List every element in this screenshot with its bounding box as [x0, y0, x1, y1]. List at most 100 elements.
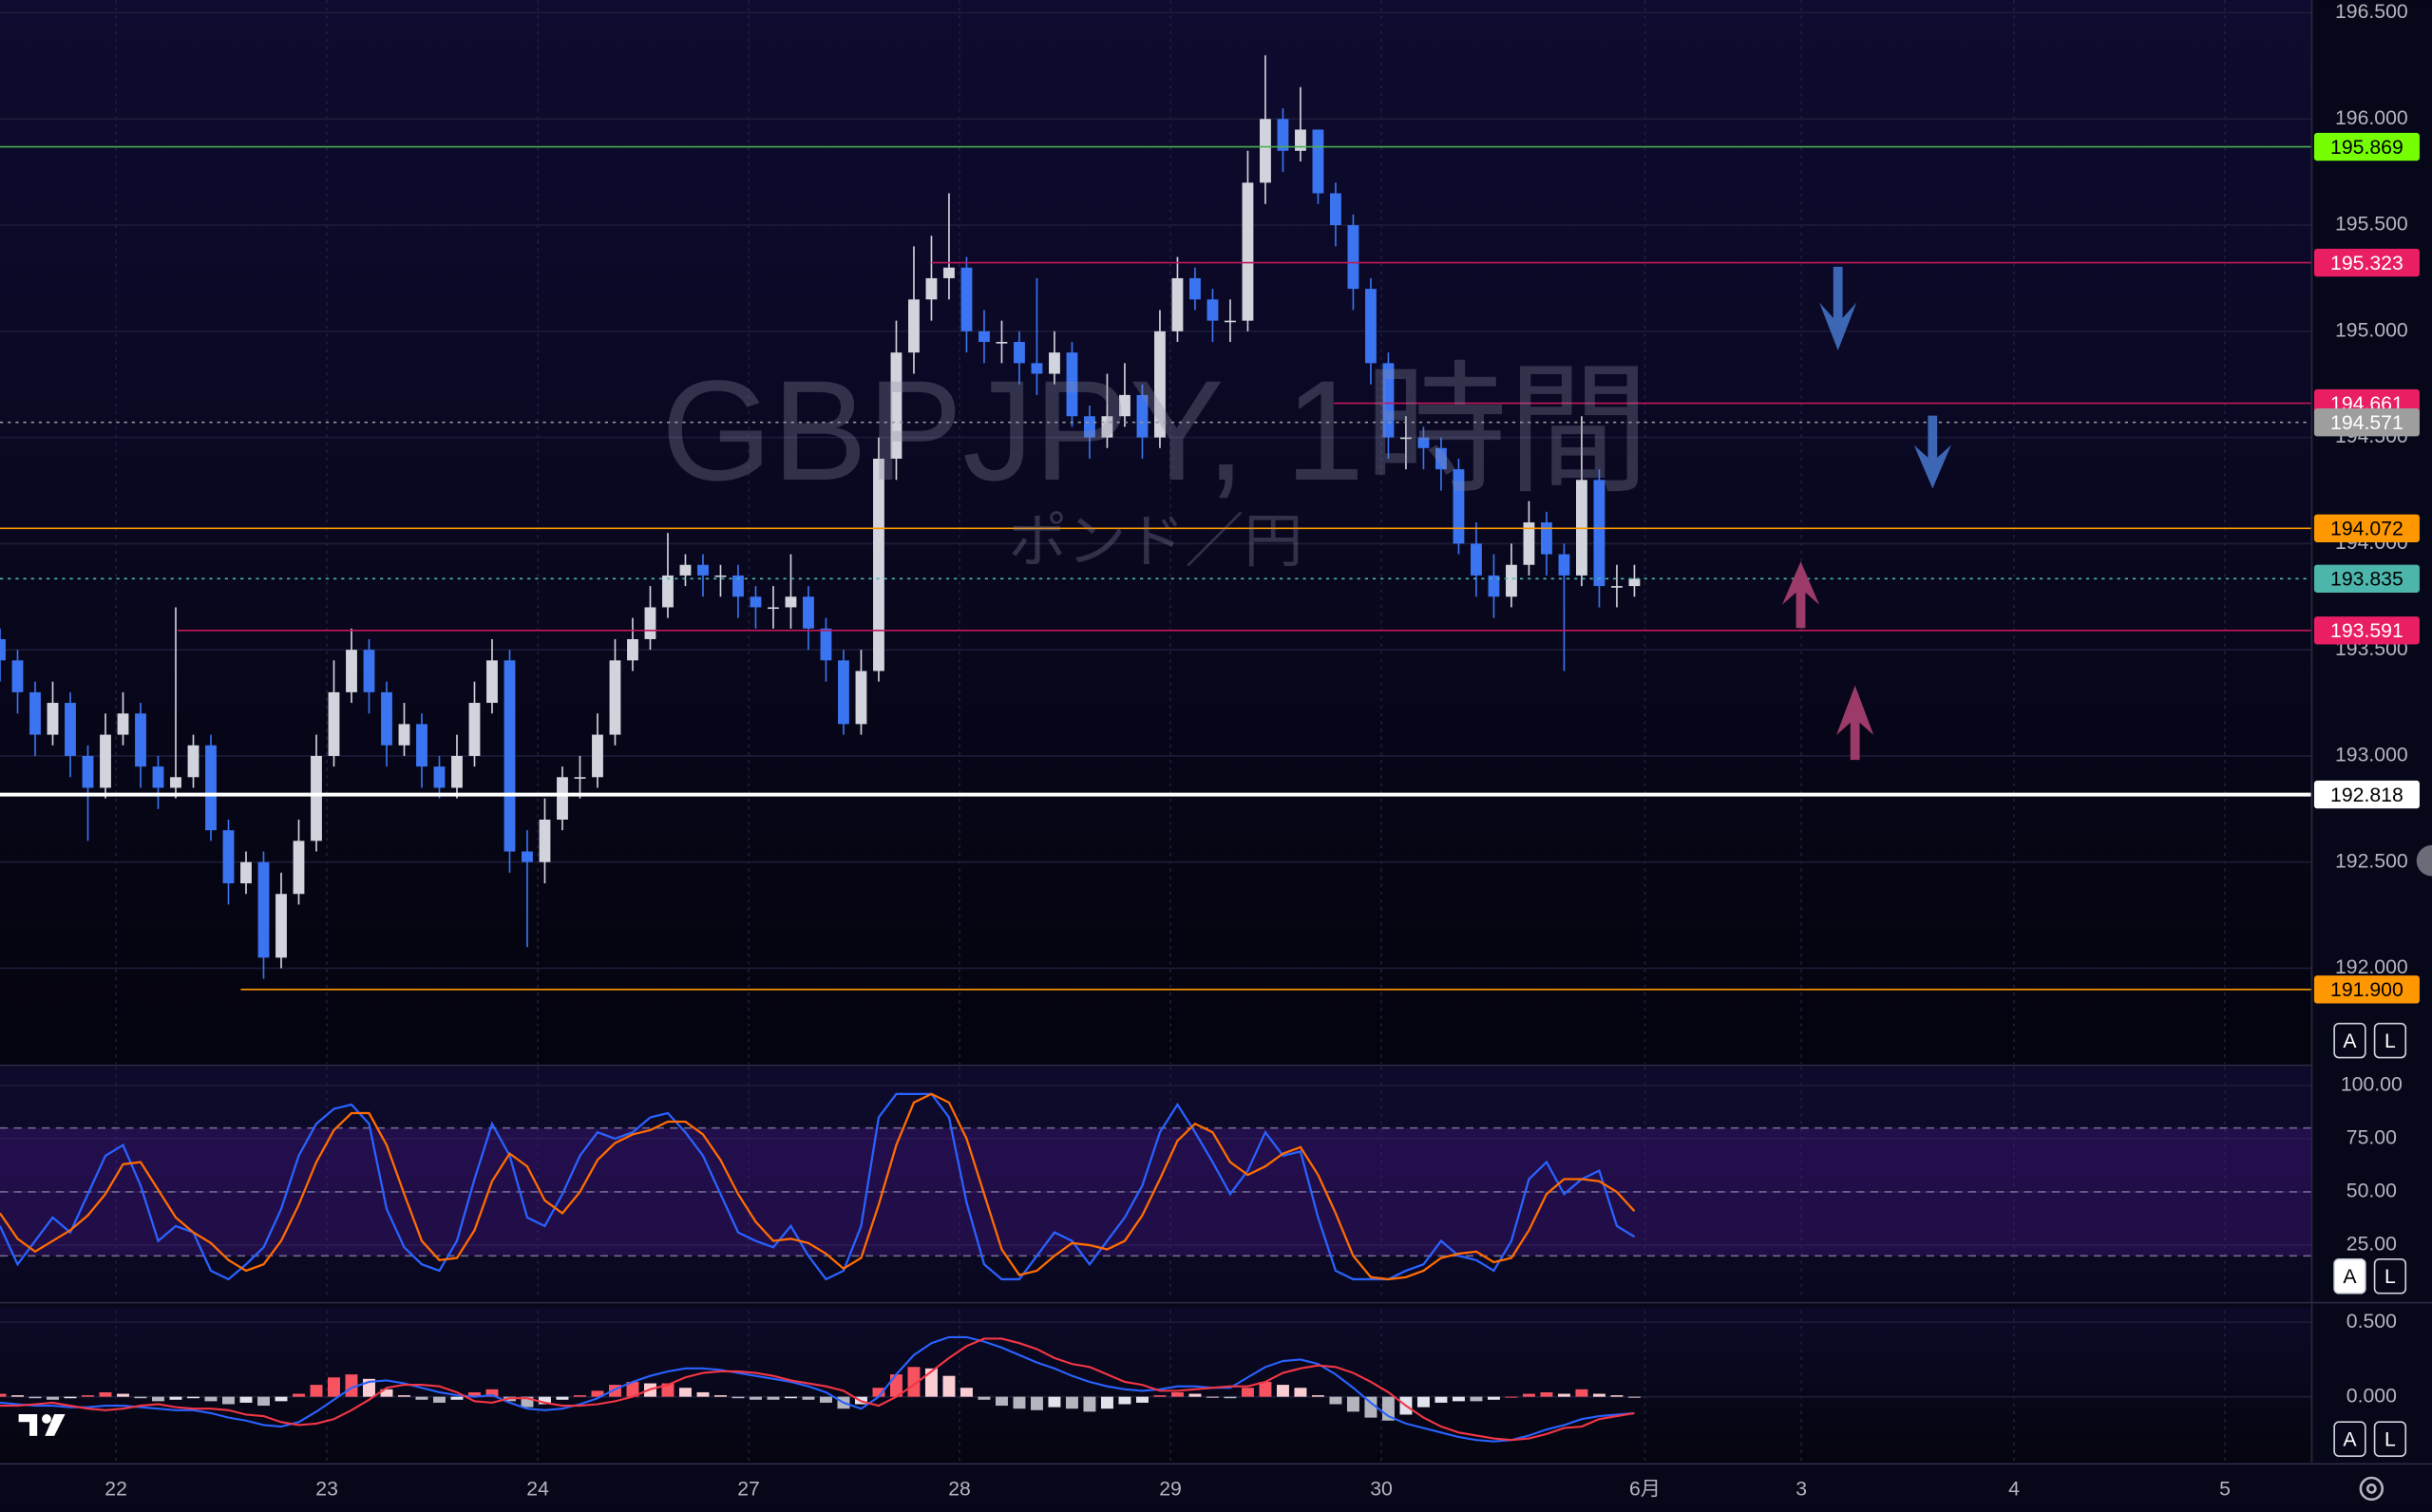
- scale-button-label[interactable]: L: [2384, 1030, 2396, 1052]
- candle-body: [451, 755, 463, 788]
- histogram-bar: [1153, 1395, 1167, 1397]
- candle-body: [574, 777, 586, 779]
- candle-body: [504, 660, 516, 852]
- x-tick-label: 30: [1370, 1479, 1393, 1501]
- histogram-bar: [380, 1389, 393, 1397]
- histogram-bar: [99, 1391, 112, 1397]
- candle-body: [838, 660, 849, 725]
- histogram-bar: [134, 1396, 147, 1399]
- x-tick-label: 5: [2219, 1479, 2231, 1501]
- scale-button-label[interactable]: A: [2343, 1428, 2357, 1450]
- price-level-tag: [2313, 514, 2420, 542]
- y-tick-label: 75.00: [2346, 1127, 2397, 1149]
- scale-button[interactable]: [2333, 1421, 2366, 1457]
- indicator-line: [0, 1092, 1636, 1281]
- candle-body: [978, 331, 990, 343]
- histogram-bar: [1048, 1396, 1061, 1408]
- y-tick-label: 192.500: [2335, 850, 2408, 872]
- candle-body: [1154, 331, 1166, 438]
- histogram-bar: [1241, 1388, 1254, 1397]
- candle-body: [433, 766, 446, 788]
- histogram-bar: [626, 1381, 639, 1397]
- scroll-handle[interactable]: [2416, 844, 2432, 877]
- scale-button[interactable]: [2373, 1257, 2407, 1295]
- histogram-bar: [1505, 1396, 1518, 1398]
- candle-body: [135, 713, 146, 767]
- histogram-bar: [222, 1396, 235, 1405]
- candle-body: [1435, 447, 1447, 470]
- scale-button-label[interactable]: L: [2384, 1266, 2396, 1288]
- histogram-bar: [28, 1396, 42, 1399]
- candle-body: [539, 819, 551, 862]
- candle-body: [117, 713, 129, 735]
- histogram-bar: [819, 1396, 832, 1403]
- histogram-bar: [732, 1396, 745, 1399]
- band: [0, 1127, 2311, 1257]
- candle-body: [1541, 522, 1552, 555]
- candle-body: [65, 703, 76, 756]
- scale-button[interactable]: [2373, 1421, 2407, 1457]
- histogram-bar: [924, 1368, 938, 1397]
- candle-body: [11, 660, 24, 692]
- price-level-tag: [2313, 780, 2420, 809]
- logo[interactable]: [18, 1414, 66, 1436]
- candle-body: [276, 894, 287, 958]
- candle-body: [205, 745, 217, 831]
- candle-body: [750, 596, 762, 608]
- candle-body: [1260, 119, 1271, 183]
- scale-button[interactable]: [2333, 1257, 2366, 1295]
- price-level-label: 192.818: [2330, 784, 2404, 806]
- candle-body: [714, 575, 727, 577]
- x-tick-label: 27: [737, 1479, 760, 1501]
- indicator-line: [0, 1092, 1636, 1281]
- settings-button[interactable]: [2359, 1476, 2384, 1502]
- histogram-bar: [328, 1377, 340, 1397]
- candle-body: [100, 734, 111, 788]
- histogram-bar: [1013, 1396, 1026, 1409]
- histogram-bar: [239, 1396, 253, 1403]
- candle-body: [0, 638, 6, 661]
- histogram-bar: [1452, 1396, 1465, 1402]
- histogram-bar: [117, 1393, 129, 1397]
- scale-button-label[interactable]: A: [2343, 1030, 2357, 1052]
- histogram-bar: [995, 1396, 1008, 1407]
- histogram-bar: [1170, 1391, 1184, 1397]
- histogram-bar: [1329, 1396, 1342, 1405]
- candle-body: [1382, 363, 1395, 438]
- scale-button-label[interactable]: A: [2343, 1266, 2357, 1288]
- histogram-bar: [1364, 1396, 1378, 1418]
- histogram-bar: [678, 1388, 692, 1397]
- candle-body: [47, 703, 59, 735]
- indicator-line: [0, 1335, 1635, 1443]
- price-level-label: 194.571: [2330, 412, 2404, 434]
- histogram-bar: [1346, 1396, 1359, 1412]
- candle-body: [328, 691, 340, 756]
- candle-body: [1593, 480, 1606, 587]
- histogram-bar: [1540, 1391, 1553, 1397]
- candle-body: [1119, 394, 1130, 417]
- histogram-bar: [1118, 1396, 1131, 1405]
- candle-body: [1049, 352, 1060, 374]
- candle-body: [1295, 129, 1306, 151]
- candle-body: [1365, 289, 1377, 364]
- candle-body: [1471, 543, 1482, 576]
- scale-button-label[interactable]: L: [2384, 1428, 2396, 1450]
- candle-body: [679, 564, 692, 576]
- y-tick-label: 193.000: [2335, 745, 2408, 766]
- y-tick-label: 0.000: [2346, 1385, 2397, 1407]
- x-tick-label: 24: [526, 1479, 549, 1501]
- histogram-bar: [1083, 1396, 1096, 1412]
- histogram-bar: [960, 1388, 973, 1397]
- histogram-bar: [574, 1395, 586, 1397]
- candle-body: [416, 724, 428, 767]
- histogram-bar: [1135, 1396, 1149, 1403]
- scale-button[interactable]: [2373, 1022, 2407, 1059]
- arrow-down: [1819, 266, 1857, 351]
- histogram-bar: [1206, 1396, 1219, 1398]
- histogram-bar: [1575, 1389, 1588, 1397]
- histogram-bar: [872, 1388, 885, 1397]
- histogram-bar: [0, 1393, 7, 1397]
- candle-body: [1330, 193, 1341, 226]
- scale-button[interactable]: [2333, 1022, 2366, 1059]
- histogram-bar: [591, 1390, 604, 1397]
